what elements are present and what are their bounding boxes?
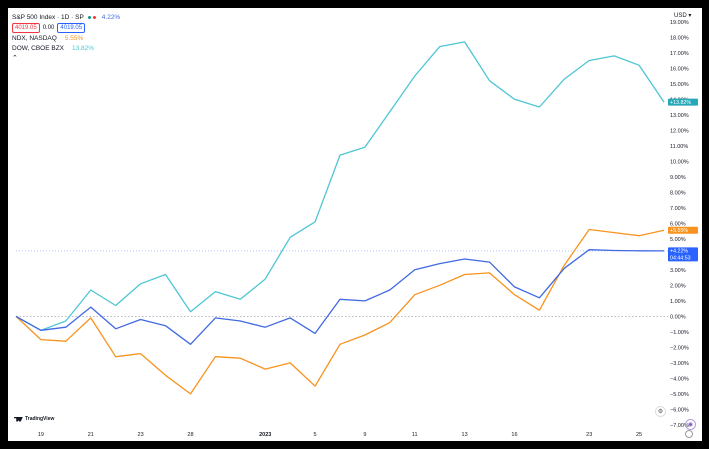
x-tick-label: 2023 (259, 432, 271, 438)
price-label-box (668, 247, 698, 262)
bid-ask-row: 4019.05 0.00 4019.05 (12, 23, 120, 33)
y-tick-label: 15.00% (670, 82, 689, 88)
y-tick-label: 9.00% (670, 175, 686, 181)
collapse-legend-icon[interactable]: ⌃ (12, 55, 18, 62)
y-tick-label: 13.00% (670, 113, 689, 119)
main-change: 4.22% (101, 13, 121, 21)
y-tick-label: −7.00% (670, 423, 689, 429)
price-label-box (668, 98, 698, 106)
x-tick-label: 21 (88, 432, 94, 438)
x-tick-label: 28 (187, 432, 193, 438)
y-tick-label: 8.00% (670, 190, 686, 196)
brand-label: TradingView (25, 416, 55, 422)
y-tick-label: −4.00% (670, 376, 689, 382)
y-tick-label: 0.00% (670, 314, 686, 320)
y-tick-label: 16.00% (670, 66, 689, 72)
series-line-2[interactable] (15, 249, 665, 345)
y-tick-label: 10.00% (670, 159, 689, 165)
settings-gear-icon[interactable]: ⚙ (655, 406, 666, 417)
sell-button[interactable]: 4019.05 (12, 23, 40, 33)
chart-canvas[interactable]: 19.00%18.00%17.00%16.00%15.00%14.00%13.0… (8, 8, 702, 441)
market-open-icon (87, 15, 91, 19)
compare-symbol-dow[interactable]: DOW, CBOE BZX (12, 44, 65, 52)
y-tick-label: 11.00% (670, 144, 688, 150)
price-label-text: +13.82% (670, 100, 691, 106)
y-tick-label: 12.00% (670, 128, 689, 134)
legend-compare-ndx[interactable]: NDX, NASDAQ 5.55% (12, 33, 120, 43)
y-tick-label: −2.00% (670, 345, 689, 351)
x-tick-label: 23 (586, 432, 592, 438)
legend-compare-dow[interactable]: DOW, CBOE BZX 13.82% (12, 43, 120, 53)
auto-scale-icon[interactable] (685, 430, 693, 438)
tradingview-logo-icon (14, 416, 23, 422)
currency-selector[interactable]: USD ▾ (674, 13, 692, 19)
y-tick-label: −1.00% (670, 330, 689, 336)
price-label-text: 04:44:53 (670, 256, 691, 262)
series-line-1[interactable] (15, 228, 665, 395)
compare-symbol-ndx[interactable]: NDX, NASDAQ (12, 34, 57, 42)
price-label-box (668, 226, 698, 234)
x-tick-label: 19 (38, 432, 44, 438)
x-tick-label: 9 (363, 432, 366, 438)
series-lines[interactable] (15, 41, 665, 395)
x-tick-label: 23 (138, 432, 144, 438)
spread-value: 0.00 (42, 25, 55, 31)
y-tick-label: 1.00% (670, 299, 686, 305)
y-tick-label: 19.00% (670, 20, 689, 26)
buy-button[interactable]: 4019.05 (57, 23, 86, 33)
y-tick-label: 2.00% (670, 283, 686, 289)
legend-main[interactable]: S&P 500 Index · 1D · SP 4.22% (12, 12, 120, 22)
y-tick-label: 7.00% (670, 206, 686, 212)
compare-change-dow: 13.82% (72, 44, 95, 52)
legend: S&P 500 Index · 1D · SP 4.22% 4019.05 0.… (12, 12, 120, 62)
tradingview-logo[interactable]: TradingView (14, 416, 54, 422)
price-labels: +13.82% +5.55% +4.22%04:44:53 (668, 98, 698, 262)
y-tick-label: 17.00% (670, 51, 689, 57)
ideas-icon[interactable]: ◉ (685, 419, 696, 430)
y-tick-label: 18.00% (670, 35, 689, 41)
y-tick-label: −5.00% (670, 392, 689, 398)
y-tick-label: −6.00% (670, 407, 689, 413)
x-tick-label: 16 (511, 432, 517, 438)
price-label-text: +5.55% (670, 228, 688, 234)
x-tick-label: 11 (412, 432, 418, 438)
y-tick-label: −3.00% (670, 361, 689, 367)
x-tick-label: 25 (636, 432, 642, 438)
y-axis: 19.00%18.00%17.00%16.00%15.00%14.00%13.0… (670, 20, 689, 429)
main-symbol[interactable]: S&P 500 Index · 1D · SP (12, 13, 84, 21)
x-tick-label: 5 (314, 432, 317, 438)
y-tick-label: 5.00% (670, 237, 686, 243)
price-label-text: +4.22% (670, 249, 688, 255)
chart-frame[interactable]: 19.00%18.00%17.00%16.00%15.00%14.00%13.0… (8, 8, 702, 441)
x-tick-label: 13 (462, 432, 468, 438)
market-status-icon (92, 15, 96, 19)
y-tick-label: 6.00% (670, 221, 686, 227)
series-line-0[interactable] (15, 41, 665, 331)
x-axis: 19 21 23 28 2023 5 9 11 13 16 23 25 (38, 432, 642, 438)
y-tick-label: 3.00% (670, 268, 686, 274)
compare-change-ndx: 5.55% (64, 34, 84, 42)
